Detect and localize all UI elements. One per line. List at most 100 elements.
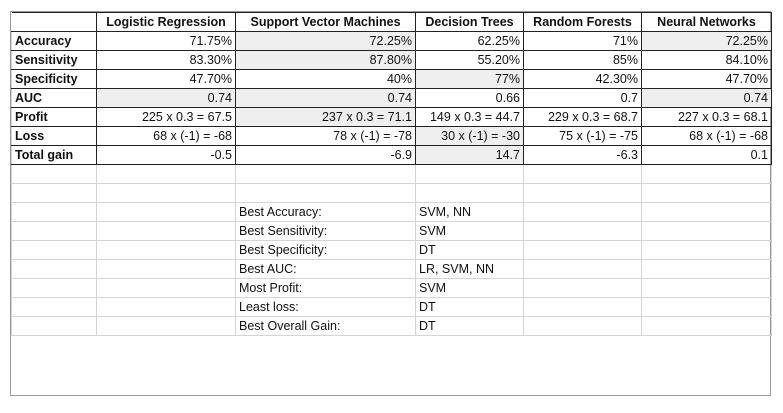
empty-row [11,183,772,203]
value-cell: 68 x (-1) = -68 [641,126,772,146]
column-header: Neural Networks [641,12,772,32]
value-cell: 0.66 [415,88,524,108]
empty-cell [96,259,236,279]
summary-row: Most Profit: SVM [11,278,772,298]
empty-cell [11,259,97,279]
summary-row: Best Overall Gain: DT [11,316,772,336]
value-cell: 47.70% [96,69,236,89]
summary-row: Best Accuracy: SVM, NN [11,202,772,222]
corner-cell [11,12,97,32]
value-cell: 0.74 [641,88,772,108]
empty-cell [641,297,772,317]
value-cell: 62.25% [415,31,524,51]
summary-row: Best Sensitivity: SVM [11,221,772,241]
summary-value: SVM, NN [415,202,524,222]
value-cell: 85% [523,50,642,70]
empty-cell [523,183,642,203]
value-cell: 75 x (-1) = -75 [523,126,642,146]
spreadsheet: Logistic Regression Support Vector Machi… [10,11,772,396]
row-label: Sensitivity [11,50,97,70]
value-cell: 78 x (-1) = -78 [235,126,416,146]
value-cell: 149 x 0.3 = 44.7 [415,107,524,127]
summary-row: Best AUC: LR, SVM, NN [11,259,772,279]
row-label: Accuracy [11,31,97,51]
row-label: Profit [11,107,97,127]
value-cell: 55.20% [415,50,524,70]
column-header: Random Forests [523,12,642,32]
empty-cell [523,164,642,184]
empty-cell [96,221,236,241]
empty-cell [641,240,772,260]
empty-cell [11,221,97,241]
empty-cell [11,297,97,317]
value-cell: 0.7 [523,88,642,108]
summary-label: Best AUC: [235,259,416,279]
empty-cell [96,297,236,317]
value-cell: 14.7 [415,145,524,165]
summary-label: Best Specificity: [235,240,416,260]
empty-cell [641,316,772,336]
table-row: Loss 68 x (-1) = -68 78 x (-1) = -78 30 x (… [11,126,772,146]
value-cell: 227 x 0.3 = 68.1 [641,107,772,127]
summary-label: Best Overall Gain: [235,316,416,336]
value-cell: 84.10% [641,50,772,70]
header-row: Logistic Regression Support Vector Machi… [11,12,772,32]
empty-cell [641,221,772,241]
summary-label: Best Accuracy: [235,202,416,222]
table-row: Accuracy 71.75% 72.25% 62.25% 71% 72.25% [11,31,772,51]
value-cell: 225 x 0.3 = 67.5 [96,107,236,127]
value-cell: 0.1 [641,145,772,165]
summary-value: LR, SVM, NN [415,259,524,279]
empty-cell [11,164,97,184]
summary-label: Best Sensitivity: [235,221,416,241]
value-cell: 71% [523,31,642,51]
empty-cell [96,202,236,222]
empty-cell [96,316,236,336]
empty-cell [11,240,97,260]
value-cell: 229 x 0.3 = 68.7 [523,107,642,127]
value-cell: 40% [235,69,416,89]
empty-cell [523,240,642,260]
empty-cell [235,183,416,203]
value-cell: 87.80% [235,50,416,70]
empty-cell [415,164,524,184]
empty-row [11,164,772,184]
table-row: Sensitivity 83.30% 87.80% 55.20% 85% 84.10% [11,50,772,70]
empty-cell [11,316,97,336]
empty-cell [641,202,772,222]
empty-cell [523,278,642,298]
empty-cell [523,259,642,279]
table-body: Logistic Regression Support Vector Machi… [11,12,772,336]
summary-row: Best Specificity: DT [11,240,772,260]
column-header: Logistic Regression [96,12,236,32]
value-cell: 47.70% [641,69,772,89]
summary-value: SVM [415,221,524,241]
empty-cell [523,297,642,317]
value-cell: -6.3 [523,145,642,165]
empty-cell [96,278,236,298]
summary-value: DT [415,240,524,260]
column-header: Decision Trees [415,12,524,32]
empty-cell [641,278,772,298]
value-cell: 0.74 [96,88,236,108]
value-cell: 77% [415,69,524,89]
table-row: Profit 225 x 0.3 = 67.5 237 x 0.3 = 71.1 14… [11,107,772,127]
value-cell: 71.75% [96,31,236,51]
summary-value: DT [415,316,524,336]
value-cell: 72.25% [641,31,772,51]
row-label: AUC [11,88,97,108]
row-label: Total gain [11,145,97,165]
row-label: Specificity [11,69,97,89]
empty-cell [523,202,642,222]
value-cell: 83.30% [96,50,236,70]
value-cell: 42.30% [523,69,642,89]
empty-cell [96,183,236,203]
model-comparison-table: Logistic Regression Support Vector Machi… [11,12,772,336]
row-label: Loss [11,126,97,146]
summary-value: DT [415,297,524,317]
value-cell: 0.74 [235,88,416,108]
empty-cell [641,164,772,184]
value-cell: -0.5 [96,145,236,165]
value-cell: 72.25% [235,31,416,51]
summary-label: Most Profit: [235,278,416,298]
